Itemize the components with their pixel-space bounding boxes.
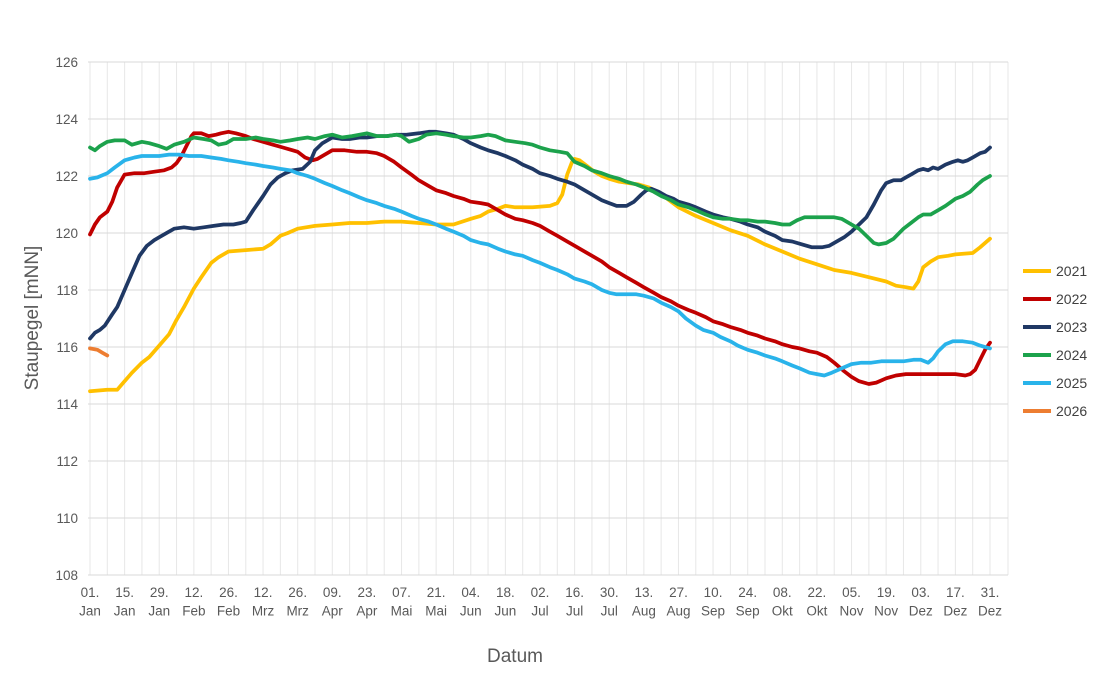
y-tick-label: 110 [56, 511, 78, 526]
x-tick-label-month: Okt [772, 604, 793, 619]
x-tick-label-month: Dez [943, 604, 967, 619]
legend-label-2026: 2026 [1056, 403, 1087, 419]
x-tick-label-day: 03. [911, 585, 930, 600]
x-tick-label-day: 04. [461, 585, 480, 600]
series-lines [88, 129, 992, 394]
series-line-2021 [88, 157, 992, 394]
x-tick-label-day: 26. [288, 585, 307, 600]
y-tick-label: 118 [56, 283, 78, 298]
legend-item-2025: 2025 [1023, 375, 1087, 391]
x-tick-label-day: 05. [842, 585, 861, 600]
x-tick-label-day: 22. [808, 585, 827, 600]
x-tick-label-day: 15. [115, 585, 134, 600]
x-tick-label-day: 26. [219, 585, 238, 600]
y-tick-label: 122 [55, 169, 78, 184]
x-tick-label-month: Nov [840, 604, 864, 619]
x-tick-label-day: 12. [184, 585, 203, 600]
x-tick-label-day: 10. [704, 585, 723, 600]
series-line-2026 [88, 346, 110, 358]
x-tick-label-day: 27. [669, 585, 688, 600]
x-tick-label-month: Jun [460, 604, 482, 619]
y-tick-label: 112 [56, 454, 78, 469]
x-tick-label-day: 19. [877, 585, 896, 600]
x-tick-label-day: 18. [496, 585, 515, 600]
x-tick-label-day: 07. [392, 585, 411, 600]
x-tick-label-month: Aug [632, 604, 656, 619]
x-tick-label-day: 01. [81, 585, 100, 600]
x-tick-label-day: 16. [565, 585, 584, 600]
x-tick-label-month: Mrz [286, 604, 309, 619]
legend-label-2024: 2024 [1056, 347, 1087, 363]
x-tick-label-month: Mai [425, 604, 447, 619]
x-axis-tick-labels: 01. Jan 15. Jan 29. Jan 12. Feb 26. Feb 12. Mrz 26. M… [79, 585, 1002, 619]
y-tick-label: 108 [55, 568, 78, 583]
x-tick-label-month: Feb [217, 604, 240, 619]
x-tick-label-month: Jan [114, 604, 136, 619]
series-line-2023 [88, 129, 992, 341]
series-line-2024 [88, 131, 992, 247]
x-tick-label-month: Sep [701, 604, 725, 619]
horizontal-gridlines [88, 61, 1008, 576]
x-tick-label-month: Jan [148, 604, 170, 619]
y-axis-title: Staupegel [mNN] [22, 246, 43, 391]
x-tick-label-month: Mrz [252, 604, 275, 619]
y-tick-label: 116 [56, 340, 78, 355]
y-tick-label: 124 [55, 112, 78, 127]
y-tick-label: 126 [55, 55, 78, 70]
series-line-2022 [88, 129, 992, 386]
legend-item-2026: 2026 [1023, 403, 1087, 419]
x-tick-label-month: Sep [736, 604, 760, 619]
x-tick-label-month: Jul [601, 604, 618, 619]
x-tick-label-month: Apr [356, 604, 378, 619]
legend-item-2021: 2021 [1023, 263, 1087, 279]
legend-label-2025: 2025 [1056, 375, 1087, 391]
legend-item-2022: 2022 [1023, 291, 1087, 307]
legend-label-2022: 2022 [1056, 291, 1087, 307]
x-tick-label-month: Apr [322, 604, 344, 619]
legend-item-2024: 2024 [1023, 347, 1087, 363]
x-tick-label-month: Jul [566, 604, 583, 619]
legend-item-2023: 2023 [1023, 319, 1087, 335]
x-tick-label-day: 30. [600, 585, 619, 600]
x-tick-label-day: 02. [531, 585, 550, 600]
legend: 2021 2022 2023 2024 2025 2026 [1023, 263, 1087, 419]
x-tick-label-month: Dez [978, 604, 1002, 619]
x-tick-label-month: Jul [531, 604, 548, 619]
x-tick-label-day: 12. [254, 585, 273, 600]
x-tick-label-day: 21. [427, 585, 446, 600]
y-tick-label: 114 [56, 397, 78, 412]
x-tick-label-day: 08. [773, 585, 792, 600]
x-tick-label-day: 23. [358, 585, 377, 600]
x-tick-label-day: 24. [738, 585, 757, 600]
x-tick-label-month: Dez [909, 604, 933, 619]
x-tick-label-month: Jun [494, 604, 516, 619]
x-tick-label-month: Nov [874, 604, 898, 619]
x-tick-label-month: Jan [79, 604, 101, 619]
x-axis-title: Datum [487, 646, 543, 667]
y-tick-label: 120 [55, 226, 78, 241]
x-tick-label-month: Aug [666, 604, 690, 619]
x-tick-label-day: 09. [323, 585, 342, 600]
y-axis-tick-labels: 108 110 112 114 116 118 120 122 124 126 [55, 55, 78, 583]
series-line-2025 [88, 152, 992, 378]
vertical-gridlines [89, 62, 1009, 575]
legend-label-2021: 2021 [1056, 263, 1087, 279]
x-tick-label-month: Okt [806, 604, 827, 619]
x-tick-label-day: 13. [634, 585, 653, 600]
x-tick-label-month: Mai [391, 604, 413, 619]
x-tick-label-day: 31. [981, 585, 1000, 600]
x-tick-label-day: 17. [946, 585, 965, 600]
legend-label-2023: 2023 [1056, 319, 1087, 335]
x-tick-label-day: 29. [150, 585, 169, 600]
x-tick-label-month: Feb [182, 604, 205, 619]
